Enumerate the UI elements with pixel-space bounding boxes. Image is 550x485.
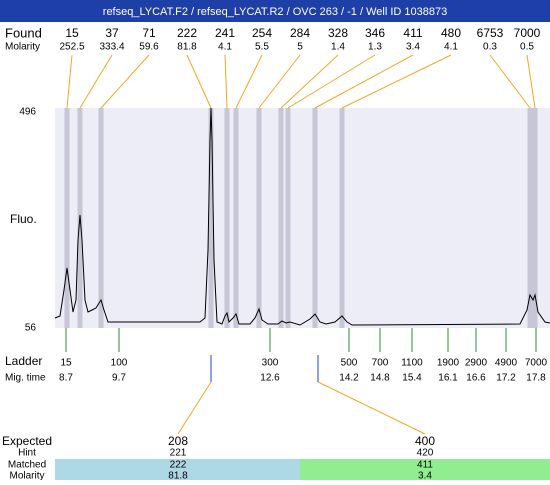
peak-band <box>64 108 70 328</box>
peak-molarity: 1.3 <box>368 42 382 53</box>
ladder-size: 7000 <box>525 358 548 369</box>
peak-connector <box>258 54 301 109</box>
ladder-time: 15.4 <box>402 373 422 384</box>
ladder-time: 8.7 <box>59 373 73 384</box>
peak-connector <box>489 54 531 109</box>
target-molarity: 3.4 <box>418 471 432 480</box>
target-box <box>55 459 300 480</box>
ladder-size: 700 <box>372 358 389 369</box>
ladder-time: 14.8 <box>370 373 390 384</box>
peak-size: 480 <box>441 26 461 40</box>
peak-connector <box>186 54 212 109</box>
ladder-size: 100 <box>111 358 128 369</box>
found-label: Found <box>5 25 42 40</box>
ladder-time: 16.1 <box>438 373 458 384</box>
mig-time-label: Mig. time <box>5 373 46 384</box>
peak-connector <box>314 54 414 109</box>
ladder-size: 2900 <box>465 358 488 369</box>
peak-size: 254 <box>252 26 272 40</box>
ladder-size: 4900 <box>495 358 518 369</box>
trace <box>54 107 550 326</box>
peak-molarity: 5 <box>297 42 303 53</box>
row-label: Expected <box>2 434 52 448</box>
ladder-size: 500 <box>341 358 358 369</box>
peak-connector <box>280 54 339 109</box>
plot-area <box>55 108 550 328</box>
peak-size: 37 <box>105 26 119 40</box>
ladder-size: 1900 <box>437 358 460 369</box>
ladder-time: 17.2 <box>496 373 516 384</box>
peak-molarity: 0.3 <box>483 42 497 53</box>
peak-molarity: 4.1 <box>218 42 232 53</box>
ladder-label: Ladder <box>5 354 42 368</box>
ladder-time: 9.7 <box>112 373 126 384</box>
peak-molarity: 81.8 <box>177 42 197 53</box>
ladder-time: 16.6 <box>466 373 486 384</box>
peak-band <box>285 108 291 328</box>
peak-size: 328 <box>328 26 348 40</box>
peak-size: 284 <box>290 26 310 40</box>
peak-size: 222 <box>177 26 197 40</box>
peak-size: 7000 <box>514 26 541 40</box>
peak-connector <box>79 54 113 109</box>
target-box <box>300 459 550 480</box>
peak-band <box>208 108 214 328</box>
peak-size: 71 <box>142 26 156 40</box>
y-max-label: 496 <box>19 107 36 118</box>
peak-band <box>532 108 538 328</box>
peak-size: 6753 <box>477 26 504 40</box>
peak-molarity: 5.5 <box>255 42 269 53</box>
peak-band <box>339 108 345 328</box>
ladder-size: 300 <box>262 358 279 369</box>
title: refseq_LYCAT.F2 / refseq_LYCAT.R2 / OVC … <box>103 6 447 18</box>
peak-band <box>233 108 239 328</box>
target-matched: 411 <box>417 460 433 471</box>
peak-size: 346 <box>365 26 385 40</box>
peak-band <box>278 108 284 328</box>
peak-size: 241 <box>215 26 235 40</box>
y-axis-label: Fluo. <box>10 212 37 226</box>
peak-band <box>312 108 318 328</box>
peak-molarity: 4.1 <box>444 42 458 53</box>
ladder-time: 14.2 <box>339 373 359 384</box>
peak-band <box>527 108 533 328</box>
peak-connector <box>224 54 228 109</box>
target-hint: 420 <box>417 448 434 459</box>
ladder-time: 12.6 <box>260 373 280 384</box>
title-bar <box>0 0 550 22</box>
target-connector <box>317 381 426 435</box>
peak-molarity: 1.4 <box>331 42 345 53</box>
peak-size: 15 <box>65 26 79 40</box>
row-label: Hint <box>18 448 36 459</box>
peak-connector <box>287 54 376 109</box>
peak-connector <box>100 54 150 109</box>
ladder-size: 1100 <box>401 358 423 369</box>
molarity-label: Molarity <box>5 42 40 53</box>
ladder-time: 17.8 <box>526 373 546 384</box>
y-min-label: 56 <box>25 323 37 334</box>
peak-band <box>224 108 230 328</box>
peak-molarity: 333.4 <box>99 42 124 53</box>
peak-molarity: 3.4 <box>406 42 420 53</box>
peak-band <box>256 108 262 328</box>
target-hint: 221 <box>170 448 187 459</box>
target-connector <box>177 381 212 435</box>
peak-connector <box>235 54 263 109</box>
target-matched: 222 <box>170 460 187 471</box>
peak-molarity: 59.6 <box>139 42 159 53</box>
row-label: Molarity <box>9 471 44 480</box>
peak-band <box>98 108 104 328</box>
target-expected: 208 <box>168 434 188 448</box>
target-expected: 400 <box>415 434 435 448</box>
peak-connector <box>341 54 452 109</box>
peak-molarity: 252.5 <box>59 42 84 53</box>
row-label: Matched <box>8 460 46 471</box>
peak-molarity: 0.5 <box>520 42 534 53</box>
peak-size: 411 <box>403 26 422 40</box>
target-molarity: 81.8 <box>168 471 188 480</box>
ladder-size: 15 <box>60 358 72 369</box>
peak-connector <box>526 54 536 109</box>
peak-connector <box>66 54 73 109</box>
